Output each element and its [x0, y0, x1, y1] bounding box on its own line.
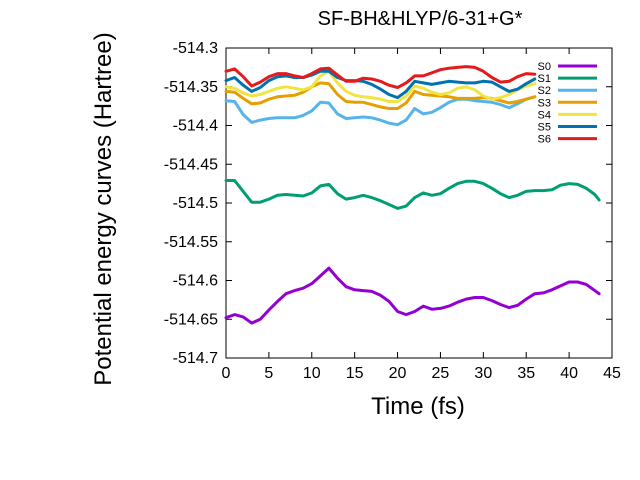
y-tick-label: -514.7 [173, 350, 218, 367]
x-tick-label: 30 [474, 365, 492, 382]
x-tick-label: 45 [603, 365, 621, 382]
x-tick-label: 15 [346, 365, 364, 382]
x-tick-label: 5 [264, 365, 273, 382]
y-tick-label: -514.35 [164, 79, 218, 96]
legend-label-s2: S2 [538, 85, 551, 97]
series-lines [224, 65, 601, 325]
series-line-s4 [224, 69, 537, 103]
y-axis-label-group: Potential energy curves (Hartree) [90, 32, 117, 385]
series-line-s1 [224, 179, 601, 210]
series-line-s5 [224, 69, 537, 100]
chart-title: SF-BH&HLYP/6-31+G* [318, 8, 523, 30]
legend-label-s0: S0 [538, 61, 551, 73]
x-tick-label: 20 [389, 365, 407, 382]
series-line-s0 [224, 266, 601, 325]
y-tick-label: -514.55 [164, 234, 218, 251]
series-line-s3 [224, 81, 537, 110]
y-tick-label: -514.3 [173, 40, 218, 57]
legend-label-s6: S6 [538, 134, 551, 146]
x-tick-label: 35 [517, 365, 535, 382]
y-axis-label: Potential energy curves (Hartree) [90, 32, 117, 385]
y-tick-label: -514.5 [173, 195, 218, 212]
y-axis-ticks: -514.7 -514.65 -514.6 -514.55 -514.5 -514.45 -… [164, 40, 612, 367]
x-tick-label: 40 [560, 365, 578, 382]
legend-label-s5: S5 [538, 122, 551, 134]
y-tick-label: -514.6 [173, 273, 218, 290]
x-tick-label: 25 [432, 365, 450, 382]
y-tick-label: -514.4 [173, 118, 218, 135]
legend-label-s4: S4 [538, 109, 551, 121]
y-tick-label: -514.45 [164, 156, 218, 173]
x-tick-label: 10 [303, 365, 321, 382]
x-tick-label: 0 [222, 365, 231, 382]
x-axis-label: Time (fs) [371, 393, 465, 420]
series-line-s6 [224, 65, 537, 89]
legend-label-s3: S3 [538, 97, 551, 109]
legend-label-s1: S1 [538, 73, 551, 85]
y-tick-label: -514.65 [164, 311, 218, 328]
series-line-s2 [224, 95, 537, 127]
x-axis-ticks: 0 5 10 15 20 25 30 35 40 45 [222, 48, 621, 382]
